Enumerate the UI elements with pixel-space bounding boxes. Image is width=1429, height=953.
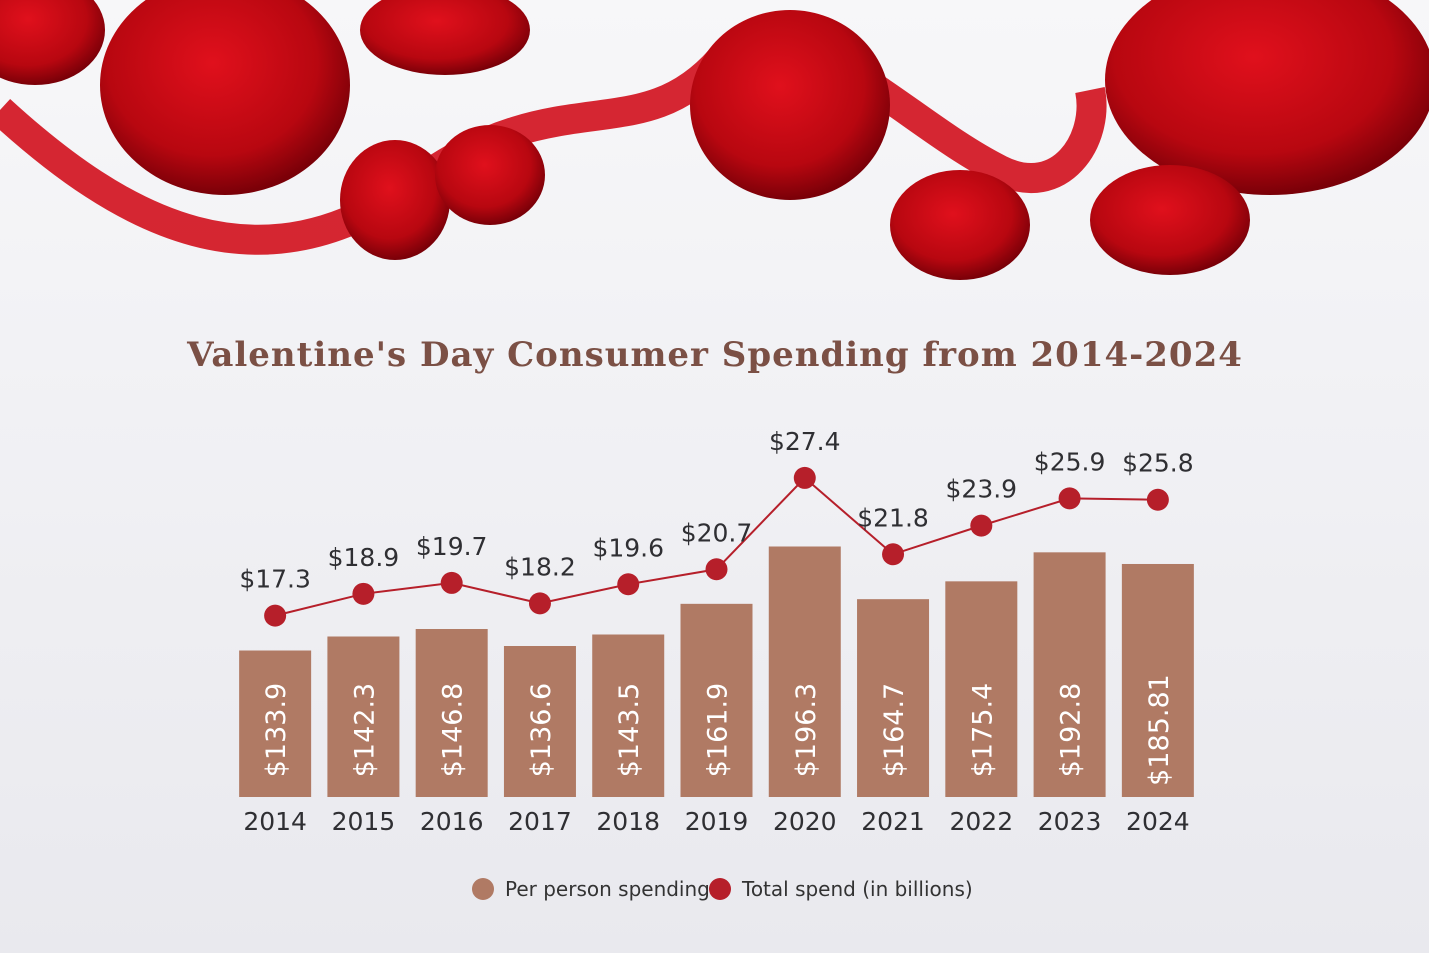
line-value-label: $19.7	[416, 532, 488, 561]
line-point	[440, 571, 463, 594]
bar	[503, 646, 576, 797]
x-tick-label: 2016	[420, 807, 484, 836]
bar-value-label: $136.6	[526, 683, 557, 777]
bar	[415, 629, 488, 797]
legend-label: Total spend (in billions)	[741, 877, 973, 901]
bar-value-label: $133.9	[261, 683, 292, 777]
bar	[239, 650, 312, 797]
bar-value-label: $142.3	[349, 683, 380, 777]
line-value-label: $27.4	[769, 427, 841, 456]
chart-title: Valentine's Day Consumer Spending from 2…	[186, 335, 1243, 375]
line-value-label: $20.7	[681, 518, 753, 547]
bar	[857, 599, 930, 797]
bar-value-label: $185.81	[1144, 674, 1175, 786]
line-value-label: $18.9	[328, 543, 400, 572]
bar	[768, 546, 841, 797]
line-value-label: $23.9	[946, 475, 1018, 504]
line-value-label: $18.2	[504, 552, 576, 581]
rose-decoration	[0, 0, 1429, 280]
bar-value-label: $196.3	[791, 683, 822, 777]
bar-value-label: $164.7	[879, 683, 910, 777]
line-value-label: $19.6	[592, 533, 664, 562]
bar-value-label: $175.4	[967, 683, 998, 777]
x-tick-label: 2019	[685, 807, 749, 836]
legend-swatch	[472, 878, 494, 900]
legend: Per person spending Total spend (in billi…	[472, 877, 973, 901]
line-point	[352, 582, 375, 605]
x-tick-label: 2018	[596, 807, 660, 836]
bar-value-label: $192.8	[1056, 683, 1087, 777]
bar	[945, 581, 1018, 797]
bar	[1121, 563, 1194, 797]
x-tick-label: 2014	[243, 807, 307, 836]
legend-swatch	[709, 878, 731, 900]
x-tick-label: 2021	[861, 807, 925, 836]
line-point	[528, 592, 551, 615]
x-tick-label: 2017	[508, 807, 572, 836]
x-tick-label: 2023	[1038, 807, 1102, 836]
bar	[327, 636, 400, 797]
line-point	[793, 466, 816, 489]
x-tick-label: 2015	[332, 807, 396, 836]
line-point	[882, 543, 905, 566]
line-point	[705, 558, 728, 581]
bar	[1033, 552, 1106, 797]
legend-label: Per person spending	[505, 877, 710, 901]
line-value-label: $25.9	[1034, 447, 1106, 476]
bar	[592, 634, 665, 797]
x-tick-label: 2024	[1126, 807, 1190, 836]
line-value-label: $17.3	[239, 565, 311, 594]
bar	[680, 603, 753, 797]
line-point	[617, 573, 640, 596]
bar-value-label: $161.9	[703, 683, 734, 777]
line-point	[970, 514, 993, 537]
x-tick-label: 2020	[773, 807, 837, 836]
x-tick-label: 2022	[950, 807, 1014, 836]
line-point	[1146, 488, 1169, 511]
line-value-label: $21.8	[857, 503, 929, 532]
bar-value-label: $146.8	[438, 683, 469, 777]
line-value-label: $25.8	[1122, 449, 1194, 478]
line-point	[264, 604, 287, 627]
line-point	[1058, 487, 1081, 510]
bar-value-label: $143.5	[614, 683, 645, 777]
